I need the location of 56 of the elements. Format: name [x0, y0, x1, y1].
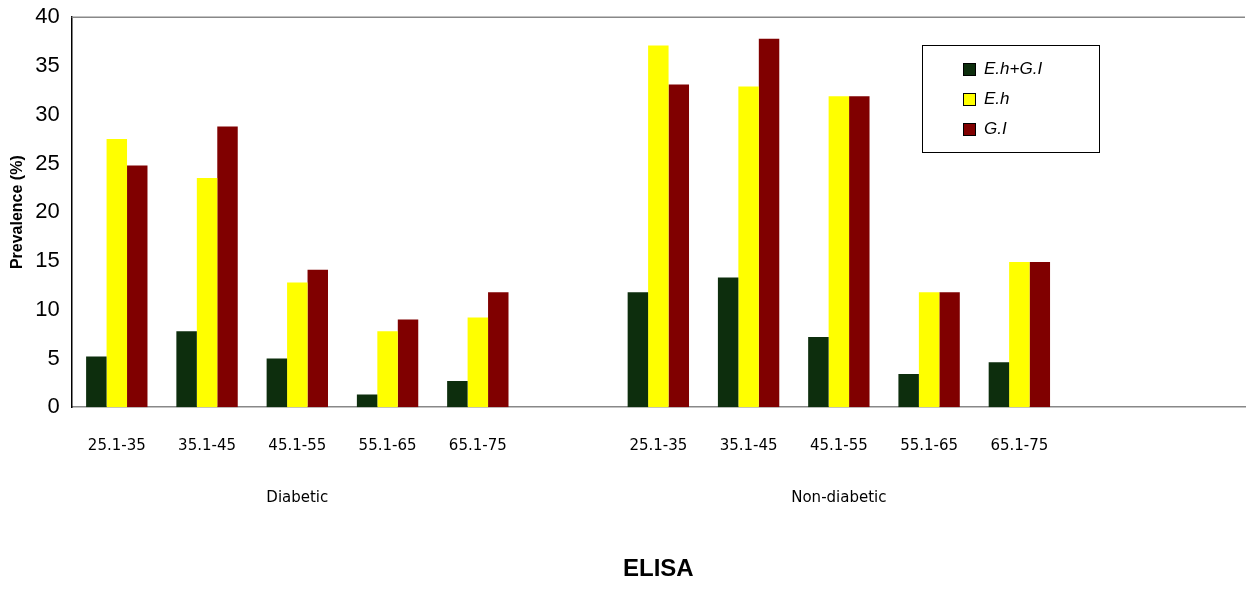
bar: [377, 331, 398, 408]
bar: [648, 45, 669, 408]
bar: [266, 358, 288, 408]
bar: [196, 178, 218, 408]
legend-label: G.I: [984, 119, 1007, 140]
bar: [717, 277, 739, 408]
bar: [1009, 261, 1030, 408]
x-tick-label: 45.1-55: [809, 436, 868, 455]
y-tick-label: 5: [47, 344, 60, 370]
x-tick-label: 55.1-65: [900, 436, 959, 455]
bar: [397, 319, 419, 408]
x-tick-label: 65.1-75: [990, 436, 1049, 455]
bar: [738, 86, 759, 408]
legend-label: E.h: [984, 89, 1010, 110]
bar: [918, 292, 940, 408]
bar: [828, 96, 850, 408]
bar: [127, 165, 148, 408]
text: Diabetic: [266, 488, 329, 507]
x-tick-label: 65.1-75: [448, 436, 507, 455]
y-axis-title: Prevalence (%): [8, 155, 26, 270]
y-tick-label: 0: [47, 393, 60, 419]
bar: [668, 84, 690, 408]
bar: [627, 292, 649, 408]
bar: [217, 126, 238, 408]
x-tick-label: 35.1-45: [178, 436, 237, 455]
x-tick-label: 55.1-65: [358, 436, 417, 455]
bar: [307, 269, 328, 408]
bar: [86, 356, 107, 408]
bar: [1029, 261, 1051, 408]
bar: [898, 374, 919, 408]
x-tick-label: 25.1-35: [87, 436, 146, 455]
bar: [849, 96, 870, 408]
x-tick-label: 45.1-55: [268, 436, 327, 455]
y-tick-label: 35: [35, 52, 60, 78]
bar: [447, 380, 468, 408]
y-tick-label: 20: [35, 198, 60, 224]
text: Non-diabetic: [791, 488, 887, 507]
y-tick-label: 25: [35, 149, 60, 175]
x-tick-label: 35.1-45: [719, 436, 778, 455]
bar: [287, 282, 308, 408]
bar: [939, 292, 960, 408]
x-axis-title: ELISA: [622, 554, 694, 582]
bar: [758, 38, 780, 408]
bar: [808, 337, 829, 408]
y-tick-label: 10: [35, 295, 60, 321]
bar: [988, 362, 1010, 408]
x-tick-label: 25.1-35: [629, 436, 688, 455]
bar: [356, 394, 378, 408]
bar: [176, 331, 197, 408]
legend-label: E.h+G.I: [984, 59, 1043, 80]
y-tick-label: 40: [35, 3, 60, 29]
bar: [106, 139, 128, 408]
y-tick-label: 15: [35, 247, 60, 273]
y-tick-label: 30: [35, 100, 60, 126]
bar: [467, 317, 489, 408]
bar: [488, 292, 509, 408]
